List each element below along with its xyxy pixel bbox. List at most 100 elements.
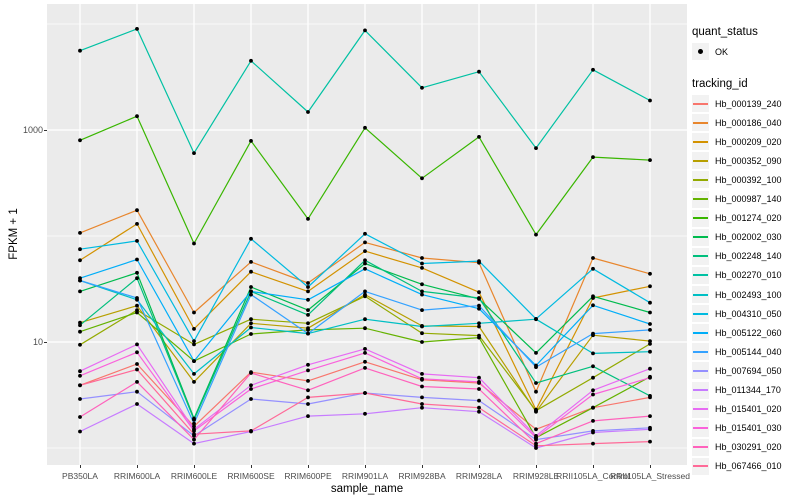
legend-item: Hb_002270_010 [692, 266, 800, 284]
x-tick-label: RRIM600SE [227, 471, 275, 481]
data-point [534, 146, 538, 151]
legend-item: Hb_005122_060 [692, 324, 800, 342]
data-point [363, 266, 367, 271]
legend-key [692, 305, 709, 323]
data-point [477, 324, 481, 329]
legend-key [692, 362, 709, 380]
data-point [477, 135, 481, 139]
legend-item-label: Hb_005122_060 [715, 327, 782, 338]
data-point [420, 331, 424, 336]
data-point [306, 285, 310, 289]
data-point [135, 342, 139, 347]
data-point [135, 257, 139, 262]
data-point [477, 375, 481, 380]
legend-item: Hb_007694_050 [692, 362, 800, 380]
data-point [306, 368, 310, 373]
legend-key [692, 266, 709, 284]
data-point [306, 395, 310, 400]
data-point [591, 405, 595, 410]
data-point [648, 427, 652, 432]
x-tick-mark [80, 465, 81, 468]
data-point [78, 231, 82, 235]
x-tick-mark [479, 465, 480, 468]
data-point [420, 261, 424, 266]
data-point [534, 381, 538, 385]
data-point [534, 389, 538, 394]
data-point [306, 217, 310, 221]
data-point [534, 232, 538, 237]
data-point [477, 290, 481, 295]
data-point [420, 384, 424, 389]
line-swatch-icon [693, 236, 708, 239]
data-point [363, 240, 367, 245]
x-tick-label: RRIM600PE [284, 471, 332, 481]
data-point [591, 419, 595, 423]
data-point [363, 289, 367, 294]
data-point [306, 321, 310, 326]
line-swatch-icon [693, 293, 708, 296]
legend-key [692, 457, 709, 475]
data-point [591, 375, 595, 380]
x-tick-mark [422, 465, 423, 468]
x-axis-title: sample_name [330, 483, 404, 495]
legend-item-label: Hb_030291_020 [715, 442, 782, 453]
x-tick-label: RRIM928BA [398, 471, 446, 481]
line-swatch-icon [693, 178, 708, 181]
data-point [249, 289, 253, 294]
data-point [249, 317, 253, 322]
data-point [591, 430, 595, 435]
data-point [192, 429, 196, 433]
data-point [477, 387, 481, 391]
legend-key [692, 400, 709, 418]
legend-key [692, 209, 709, 227]
data-point [648, 328, 652, 332]
data-point [135, 310, 139, 315]
legend-key [692, 95, 709, 113]
data-point [363, 411, 367, 416]
data-point [648, 271, 652, 276]
data-point [477, 296, 481, 300]
legend-item-label: Hb_001274_020 [715, 213, 782, 224]
legend-item-label: Hb_067466_010 [715, 461, 782, 472]
data-point [420, 282, 424, 287]
x-tick-mark [194, 465, 195, 468]
data-point [78, 373, 82, 378]
data-point [249, 260, 253, 264]
data-point [363, 317, 367, 322]
line-swatch-icon [693, 369, 708, 372]
data-point [648, 414, 652, 418]
data-point [363, 261, 367, 266]
data-point [249, 139, 253, 143]
data-point [78, 278, 82, 283]
data-point [249, 397, 253, 401]
data-point [249, 321, 253, 326]
data-point [78, 48, 82, 53]
legend-item: Hb_000186_040 [692, 114, 800, 132]
data-point [363, 326, 367, 331]
data-point [591, 67, 595, 72]
line-swatch-icon [693, 312, 708, 315]
x-tick-label: RRIM928LA [455, 471, 503, 481]
data-point [420, 340, 424, 344]
data-point [363, 125, 367, 130]
legend-item: Hb_011344_170 [692, 381, 800, 399]
point-icon [698, 49, 703, 54]
data-point [78, 415, 82, 419]
data-point [420, 372, 424, 376]
legend-title-quant-status: quant_status [692, 26, 758, 38]
legend-item: Hb_000392_100 [692, 171, 800, 189]
legend-item: Hb_000139_240 [692, 95, 800, 113]
data-point [249, 387, 253, 391]
data-point [648, 339, 652, 343]
data-point [135, 276, 139, 281]
legend-item: Hb_000352_090 [692, 152, 800, 170]
line-swatch-icon [693, 427, 708, 430]
data-point [249, 332, 253, 336]
data-point [420, 266, 424, 270]
data-point [477, 303, 481, 308]
data-point [420, 85, 424, 90]
data-point [135, 296, 139, 300]
data-point [306, 331, 310, 336]
data-point [249, 285, 253, 289]
